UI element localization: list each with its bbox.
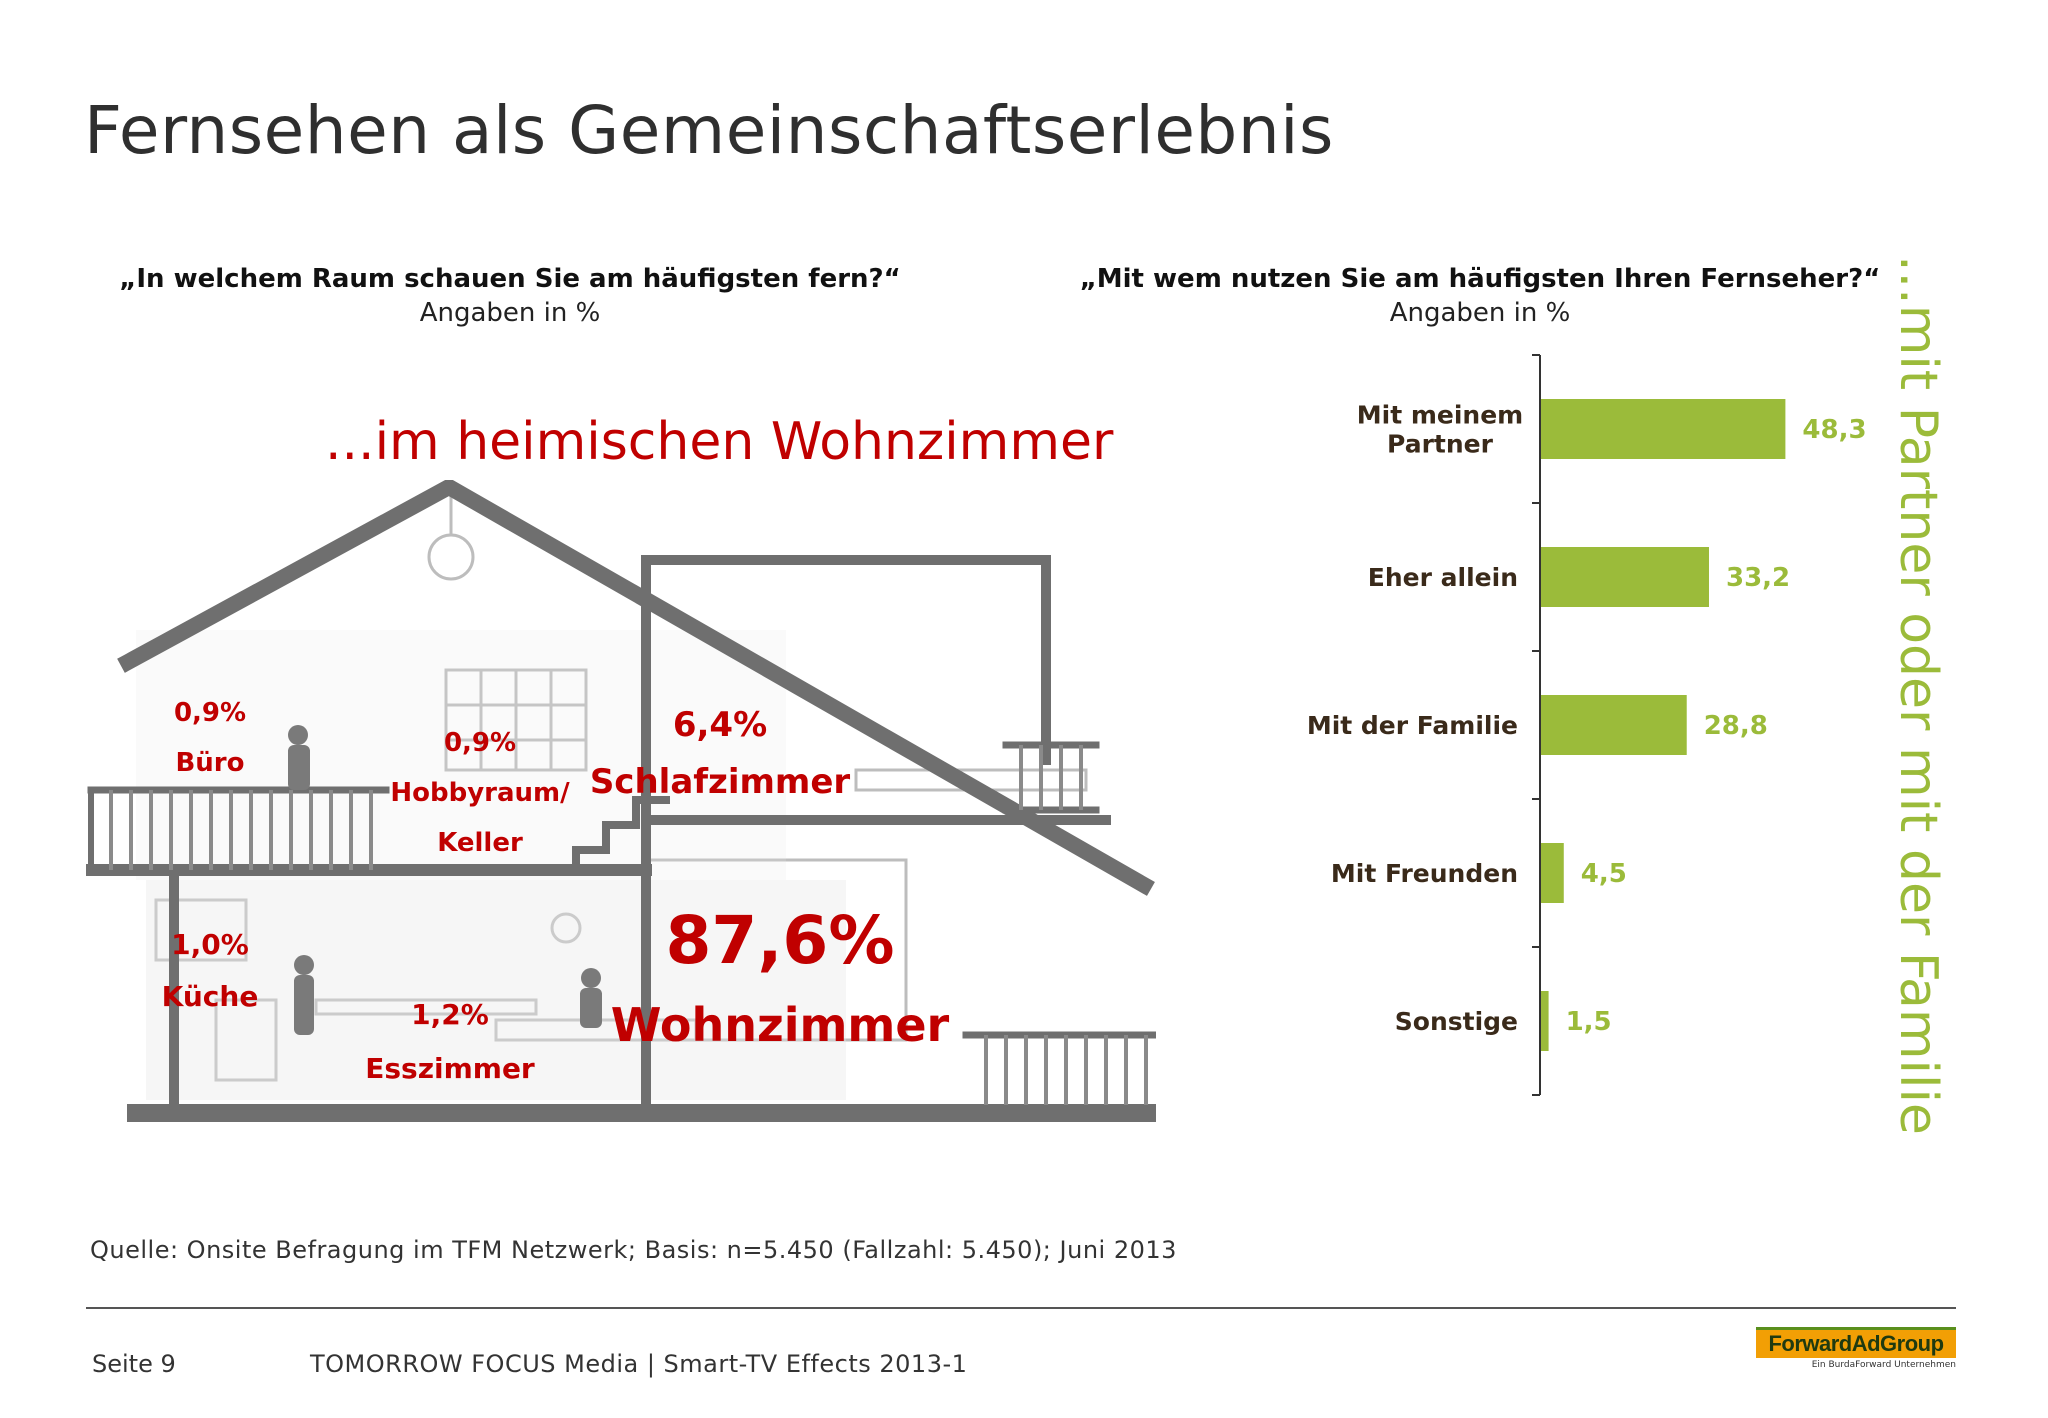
room-kueche-value: 1,0% xyxy=(171,928,249,961)
room-hobby-label-2: Keller xyxy=(437,828,523,858)
room-wohn-label: Wohnzimmer xyxy=(610,998,950,1052)
left-unit: Angaben in % xyxy=(419,298,601,328)
bar xyxy=(1541,843,1564,903)
house-slogan: ...im heimischen Wohnzimmer xyxy=(325,412,1114,472)
room-ess-value: 1,2% xyxy=(411,998,489,1031)
right-question: „Mit wem nutzen Sie am häufigsten Ihren … xyxy=(1079,264,1881,294)
room-schlaf-label: Schlafzimmer xyxy=(589,762,851,802)
room-ess-label: Esszimmer xyxy=(365,1052,535,1085)
bar-value-label: 48,3 xyxy=(1802,415,1866,445)
bar-value-label: 28,8 xyxy=(1704,711,1768,741)
room-hobby-label-1: Hobbyraum/ xyxy=(390,778,570,808)
room-hobby-value: 0,9% xyxy=(443,728,517,758)
logo-subline: Ein BurdaForward Unternehmen xyxy=(1811,1360,1956,1370)
room-buero-value: 0,9% xyxy=(173,698,247,728)
room-kueche-label: Küche xyxy=(161,980,259,1013)
footer-text: TOMORROW FOCUS Media | Smart-TV Effects … xyxy=(310,1350,968,1378)
category-label: Mit der Familie xyxy=(1307,711,1518,740)
source-note: Quelle: Onsite Befragung im TFM Netzwerk… xyxy=(90,1236,1177,1264)
bar xyxy=(1541,547,1709,607)
category-label: Sonstige xyxy=(1395,1007,1518,1036)
bar xyxy=(1541,991,1549,1051)
company-logo: ForwardAdGroup Ein BurdaForward Unterneh… xyxy=(1756,1327,1956,1370)
footer-divider xyxy=(86,1307,1956,1309)
right-unit: Angaben in % xyxy=(1389,298,1571,328)
bar-value-label: 1,5 xyxy=(1566,1007,1612,1037)
bar xyxy=(1541,399,1786,459)
room-wohn-value: 87,6% xyxy=(665,902,895,979)
side-slogan: ...mit Partner oder mit der Familie xyxy=(1888,255,1949,1135)
left-question-heading: „In welchem Raum schauen Sie am häufigst… xyxy=(60,262,960,330)
logo-wordmark: ForwardAdGroup xyxy=(1756,1327,1956,1358)
right-question-heading: „Mit wem nutzen Sie am häufigsten Ihren … xyxy=(1040,262,1920,330)
left-question: „In welchem Raum schauen Sie am häufigst… xyxy=(119,264,901,294)
room-buero-label: Büro xyxy=(175,748,245,778)
category-label: Mit meinem xyxy=(1357,401,1523,430)
room-schlaf-value: 6,4% xyxy=(672,705,768,745)
category-label: Partner xyxy=(1387,430,1494,459)
bar-value-label: 33,2 xyxy=(1726,563,1790,593)
footer-page-number: Seite 9 xyxy=(92,1350,176,1378)
house-illustration xyxy=(86,480,1156,1122)
bar xyxy=(1541,695,1687,755)
page-title: Fernsehen als Gemeinschaftserlebnis xyxy=(84,92,1334,169)
side-slogan-container: ...mit Partner oder mit der Familie xyxy=(1878,255,1958,1135)
category-label: Mit Freunden xyxy=(1331,859,1518,888)
bar-value-label: 4,5 xyxy=(1581,859,1627,889)
category-label: Eher allein xyxy=(1368,563,1518,592)
